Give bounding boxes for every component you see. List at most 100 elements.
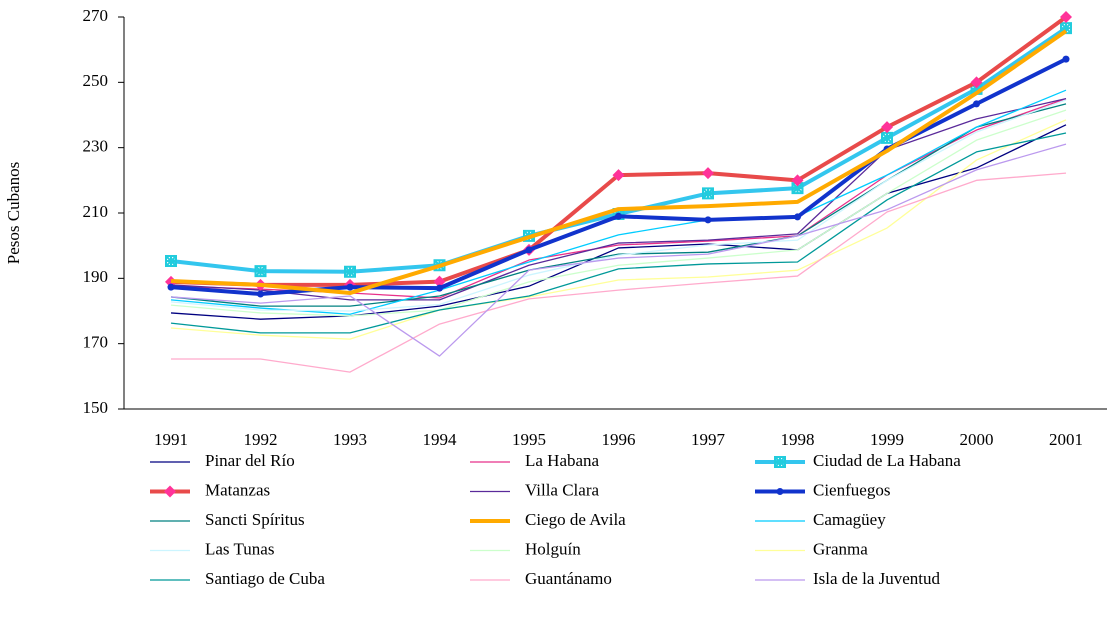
- marker: [791, 174, 804, 187]
- marker: [165, 255, 177, 268]
- marker: [167, 283, 175, 291]
- marker: [1060, 11, 1072, 23]
- y-tick-label: 170: [83, 333, 109, 352]
- legend-item: Camagüey: [755, 510, 886, 529]
- x-tick-label: 2000: [960, 430, 994, 449]
- legend-label: Santiago de Cuba: [205, 569, 325, 588]
- legend-item: Las Tunas: [150, 539, 274, 558]
- legend-label: Ciudad de La Habana: [813, 451, 961, 470]
- legend-label: Cienfuegos: [813, 480, 890, 499]
- legend-item: Granma: [755, 539, 868, 558]
- line: [170, 109, 1067, 317]
- x-tick-label: 1998: [781, 430, 815, 449]
- marker: [436, 284, 443, 292]
- line: [170, 124, 1067, 320]
- series: [170, 29, 1068, 296]
- legend-marker: [776, 488, 784, 495]
- legend-item: Villa Clara: [470, 480, 599, 499]
- marker: [970, 76, 983, 89]
- x-tick-label: 1992: [244, 430, 278, 449]
- y-tick-label: 250: [83, 71, 109, 90]
- y-tick-label: 230: [83, 137, 109, 156]
- marker: [164, 485, 176, 498]
- legend-label: Matanzas: [205, 480, 270, 499]
- line: [170, 132, 1067, 334]
- x-tick-label: 1991: [154, 430, 188, 449]
- marker: [344, 265, 356, 278]
- marker: [702, 187, 714, 200]
- line: [170, 98, 1067, 301]
- series: [171, 172, 1067, 373]
- x-tick-label: 1995: [512, 430, 546, 449]
- legend-label: Ciego de Avila: [525, 510, 626, 529]
- x-tick-label: 1993: [333, 430, 367, 449]
- marker: [346, 283, 354, 291]
- y-tick-label: 190: [83, 267, 109, 286]
- marker: [881, 121, 893, 134]
- marker: [254, 265, 267, 278]
- marker: [794, 213, 801, 221]
- series: [170, 98, 1067, 301]
- series: [170, 132, 1067, 334]
- legend-label: Camagüey: [813, 510, 886, 529]
- legend-item: Ciego de Avila: [470, 510, 626, 529]
- legend-label: Granma: [813, 539, 868, 558]
- legend-item: Isla de la Juventud: [755, 569, 940, 588]
- line: [170, 89, 1067, 315]
- legend-item: Sancti Spíritus: [150, 510, 305, 529]
- series: [170, 103, 1067, 307]
- x-tick-label: 1994: [423, 430, 458, 449]
- marker: [1062, 55, 1070, 63]
- line: [170, 29, 1068, 296]
- y-tick-label: 210: [83, 202, 109, 221]
- y-axis-label: Pesos Cubanos: [4, 162, 23, 264]
- line: [171, 172, 1067, 373]
- series: [170, 119, 1067, 340]
- marker: [525, 246, 533, 254]
- marker: [612, 169, 625, 182]
- x-tick-label: 2001: [1049, 430, 1083, 449]
- x-tick-label: 1996: [602, 430, 636, 449]
- line: [170, 143, 1067, 357]
- legend-label: Sancti Spíritus: [205, 510, 305, 529]
- marker: [791, 182, 804, 195]
- legend-label: Las Tunas: [205, 539, 274, 558]
- legend-item: Matanzas: [150, 480, 270, 499]
- x-tick-label: 1997: [691, 430, 726, 449]
- legend-label: La Habana: [525, 451, 600, 470]
- legend-item: Ciudad de La Habana: [755, 451, 961, 470]
- marker: [881, 131, 893, 144]
- legend-item: Pinar del Río: [150, 451, 295, 470]
- marker: [774, 456, 786, 468]
- legend-label: Holguín: [525, 539, 581, 558]
- line: [170, 99, 1067, 312]
- legend-item: Holguín: [470, 539, 581, 558]
- marker: [776, 488, 784, 495]
- series: [170, 89, 1067, 315]
- series: [170, 109, 1067, 317]
- legend-label: Isla de la Juventud: [813, 569, 940, 588]
- x-tick-label: 1999: [870, 430, 904, 449]
- marker: [433, 275, 446, 288]
- legend-label: Guantánamo: [525, 569, 612, 588]
- marker: [970, 82, 983, 95]
- legend-item: La Habana: [470, 451, 600, 470]
- line: [170, 103, 1067, 307]
- legend-item: Santiago de Cuba: [150, 569, 325, 588]
- legend-item: Cienfuegos: [755, 480, 890, 499]
- marker: [1060, 22, 1072, 35]
- y-tick-label: 270: [83, 6, 109, 25]
- marker: [702, 167, 714, 180]
- y-tick-label: 150: [83, 398, 109, 417]
- legend-label: Villa Clara: [525, 480, 599, 499]
- series: [170, 143, 1067, 357]
- line: [170, 119, 1067, 340]
- legend-label: Pinar del Río: [205, 451, 295, 470]
- marker: [257, 290, 264, 298]
- series: [170, 124, 1067, 320]
- legend-item: Guantánamo: [470, 569, 612, 588]
- legend-marker: [774, 456, 786, 468]
- marker: [704, 216, 712, 224]
- legend-marker: [164, 485, 176, 498]
